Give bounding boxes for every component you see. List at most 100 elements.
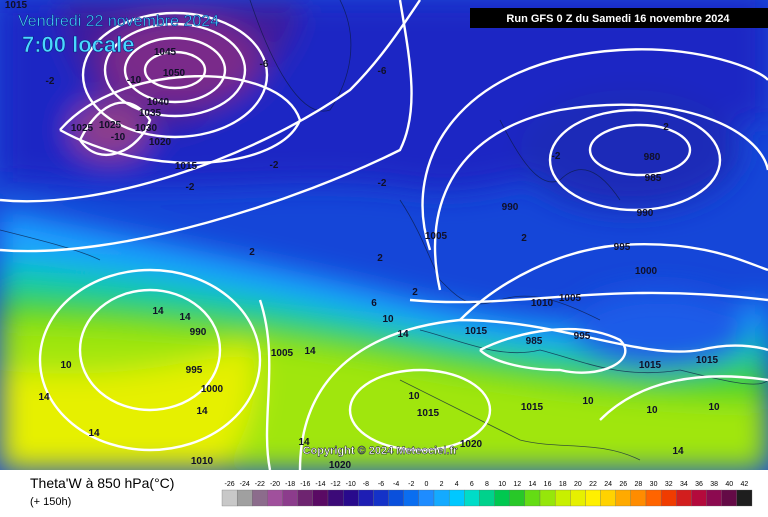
scale-label: 20	[574, 481, 582, 488]
map-label: 1050	[163, 68, 186, 79]
map-label: 10	[708, 402, 720, 413]
scale-swatch	[282, 489, 298, 507]
scale-swatch	[570, 489, 586, 507]
map-label: 2	[377, 253, 383, 264]
legend-title: Theta'W à 850 hPa(°C)	[30, 475, 174, 491]
scale-swatch	[494, 489, 510, 507]
map-label: -2	[270, 160, 279, 171]
scale-swatch	[464, 489, 480, 507]
scale-swatch	[509, 489, 526, 507]
map-label: 1005	[559, 293, 582, 304]
map-label: 990	[190, 327, 207, 338]
scale-swatch	[312, 489, 329, 507]
map-label: 995	[614, 242, 631, 253]
scale-swatch	[600, 489, 616, 507]
map-label: -6	[260, 59, 269, 70]
scale-swatch	[721, 489, 738, 507]
scale-swatch	[433, 489, 450, 507]
scale-label: -12	[331, 481, 341, 488]
map-label: 990	[637, 208, 654, 219]
scale-label: -22	[255, 481, 265, 488]
scale-label: -14	[315, 481, 325, 488]
color-scale: -26 -24 -22 -20 -18 -16 -14 -12 -10 -8 -6 -4 -2 0 2 4 6 8…	[221, 481, 753, 507]
map-label: 1015	[465, 326, 488, 337]
map-label: 1040	[147, 97, 170, 108]
map-label: 985	[645, 173, 662, 184]
scale-label: 2	[440, 481, 444, 488]
scale-label: 24	[604, 481, 612, 488]
scale-label: 42	[741, 481, 749, 488]
isobars	[0, 0, 768, 470]
scale-swatch	[418, 489, 435, 507]
scale-swatch	[554, 489, 571, 507]
run-info: Run GFS 0 Z du Samedi 16 novembre 2024	[506, 13, 730, 25]
scale-label: 28	[635, 481, 643, 488]
map-label: 6	[371, 298, 377, 309]
scale-label: -26	[225, 481, 235, 488]
scale-swatch	[676, 489, 692, 507]
scale-label: 40	[725, 481, 733, 488]
scale-swatch	[448, 489, 465, 507]
scale-swatch	[327, 489, 344, 507]
map-label: 1015	[417, 408, 440, 419]
scale-swatch	[358, 489, 374, 507]
scale-label: 32	[665, 481, 673, 488]
scale-label: 12	[513, 481, 521, 488]
scale-label: 36	[695, 481, 703, 488]
map-label: 14	[298, 437, 310, 448]
map-label: 1020	[149, 137, 172, 148]
forecast-date: Vendredi 22 novembre 2024	[18, 13, 219, 30]
scale-label: 30	[650, 481, 658, 488]
map-label: 1025	[71, 123, 94, 134]
map-label: 10	[646, 405, 658, 416]
scale-label: -10	[346, 481, 356, 488]
scale-swatch	[585, 489, 601, 507]
map-label: 1010	[531, 298, 554, 309]
map-label: 1020	[460, 439, 483, 450]
map-label: -2	[552, 151, 561, 162]
scale-swatch	[267, 489, 283, 507]
scale-swatch	[615, 489, 632, 507]
map-label: 1010	[191, 456, 214, 467]
map-label: 10	[382, 314, 394, 325]
scale-swatch	[660, 489, 677, 507]
scale-label: -4	[393, 481, 399, 488]
scale-label: 18	[559, 481, 567, 488]
map-label: -2	[378, 178, 387, 189]
map-label: 1035	[139, 108, 162, 119]
forecast-time: 7:00 locale	[22, 32, 135, 57]
scale-label: -18	[285, 481, 295, 488]
map-label: 1025	[99, 120, 122, 131]
map-label: 990	[502, 202, 519, 213]
scale-label: 0	[424, 481, 428, 488]
map-label: 1000	[635, 266, 658, 277]
map-label: 2	[663, 122, 669, 133]
copyright: Copyright © 2024 Meteociel.fr	[303, 445, 459, 457]
map-label: 1015	[5, 0, 28, 11]
scale-label: 8	[485, 481, 489, 488]
scale-label: -6	[378, 481, 384, 488]
map-label: 14	[179, 312, 191, 323]
scale-swatch	[524, 489, 541, 507]
map-label: 1045	[154, 47, 177, 58]
map-label: 1000	[201, 384, 224, 395]
map-label: 14	[38, 392, 50, 403]
scale-label: 34	[680, 481, 688, 488]
map-label: 1020	[329, 460, 352, 471]
map-label: 1015	[521, 402, 544, 413]
legend-subtitle: (+ 150h)	[30, 496, 71, 508]
map-label: 14	[152, 306, 164, 317]
map-label: -2	[186, 182, 195, 193]
scale-label: 6	[470, 481, 474, 488]
scale-label: -20	[270, 481, 280, 488]
map-label: 10	[408, 391, 420, 402]
map-label: 14	[196, 406, 208, 417]
map-label: -10	[127, 75, 142, 86]
map-label: 10	[582, 396, 594, 407]
scale-label: 38	[710, 481, 718, 488]
scale-swatch	[630, 489, 647, 507]
map-label: 1030	[135, 123, 158, 134]
map-label: 14	[304, 346, 316, 357]
